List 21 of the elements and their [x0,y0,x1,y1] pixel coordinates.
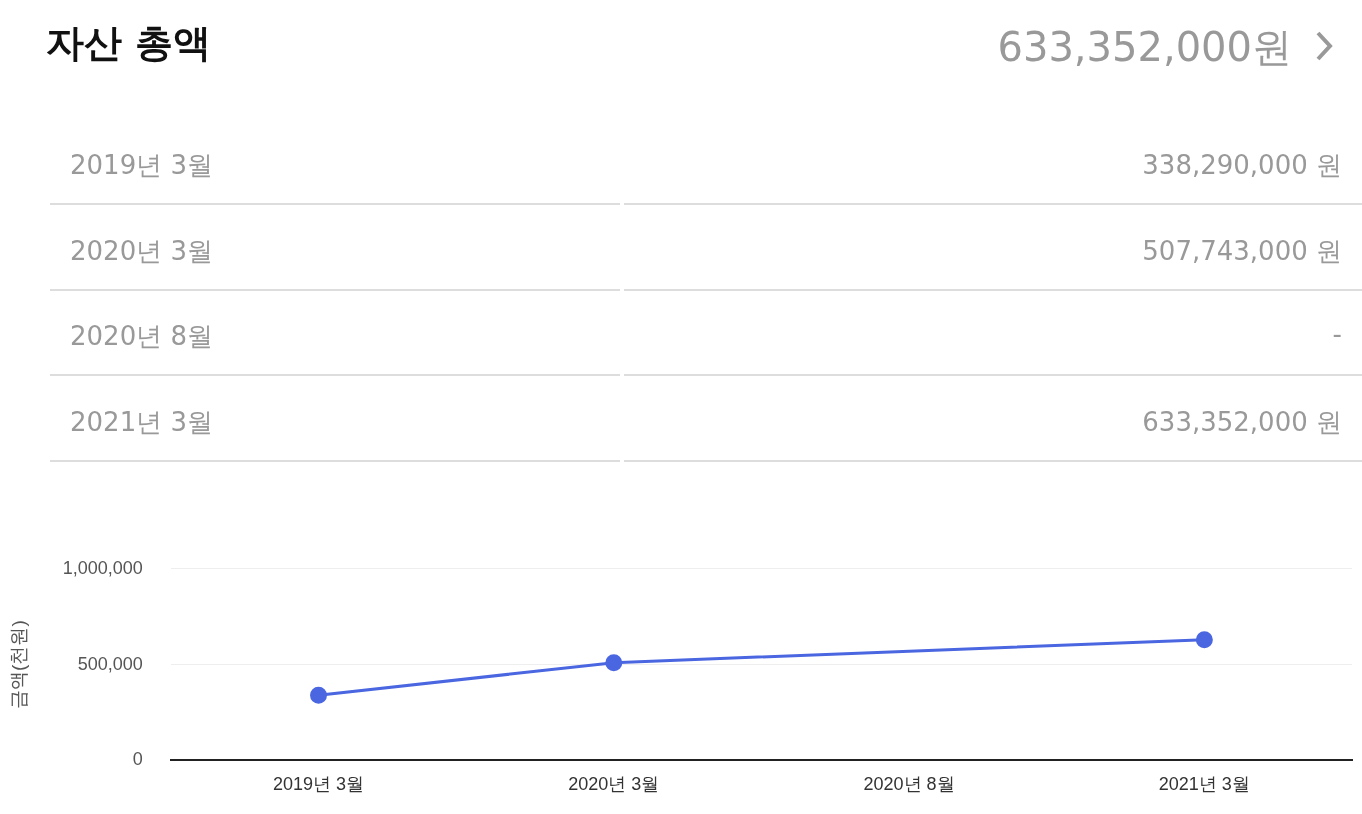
x-tick-label: 2021년 3월 [1158,774,1250,795]
point [605,654,623,672]
point [1195,631,1213,649]
x-tick-label: 2020년 8월 [863,774,955,795]
y-tick-label: 1,000,000 [62,557,143,578]
text: 2019년 3월 [70,149,213,182]
text: 633,352,000 원 [1142,405,1342,439]
x-tick-label: 2020년 3월 [568,774,660,795]
text: 자산 총액 [46,20,212,67]
text: - [1332,319,1342,349]
text: 338,290,000 원 [1142,149,1342,182]
y-tick-label: 0 [132,749,143,770]
text: 507,743,000 원 [1142,234,1342,268]
y-tick-label: 500,000 [77,653,143,674]
y-axis-title: 금액(천원) [7,620,29,709]
point [310,686,328,704]
text: 633,352,000원 [997,23,1292,72]
text: 2021년 3월 [70,405,213,439]
x-tick-label: 2019년 3월 [272,774,365,795]
text: 2020년 8월 [70,320,213,353]
text: 2020년 3월 [70,234,213,268]
